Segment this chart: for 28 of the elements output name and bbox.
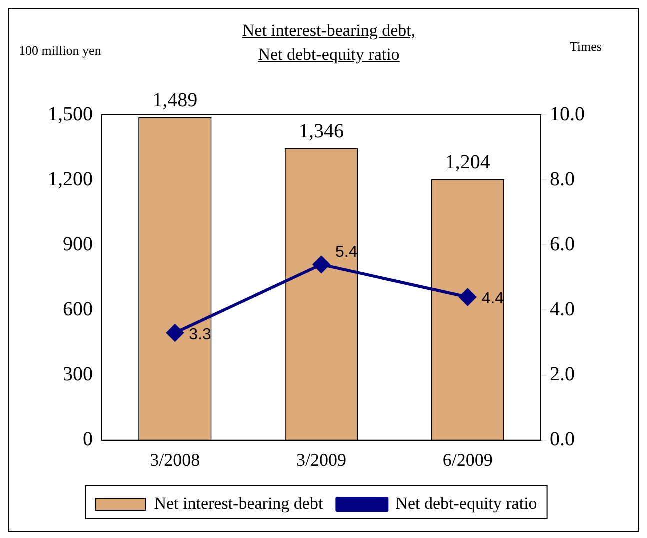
y-tick-label: 900	[63, 233, 93, 256]
point	[459, 288, 476, 306]
point	[166, 324, 184, 342]
y2-tick-label: 0.0	[550, 428, 575, 451]
y2-tick-label: 2.0	[550, 364, 575, 386]
x-tick-label: 6/2009	[442, 450, 493, 470]
y2-tick-label: 8.0	[550, 168, 575, 190]
data-label: 1,346	[299, 120, 344, 143]
x-tick-label: 3/2009	[296, 450, 347, 470]
legend-label: Net interest-bearing debt	[154, 494, 324, 513]
data-label: 3.3	[189, 326, 212, 344]
data-label: 1,204	[445, 151, 490, 174]
data-label: 4.4	[482, 290, 504, 308]
y-axis-title: 100 million yen	[19, 43, 102, 59]
point	[313, 256, 330, 274]
legend-label: Net debt-equity ratio	[396, 494, 538, 513]
data-label: 1,489	[152, 90, 198, 112]
chart-title: Net interest-bearing debt, Net debt-equity ratio	[242, 21, 416, 64]
y-tick-label: 600	[63, 298, 93, 320]
y-tick-label: 0	[83, 428, 93, 451]
y2-tick-label: 6.0	[550, 233, 575, 256]
y-tick-label: 1,500	[48, 103, 93, 126]
y2-axis-title: Times	[570, 39, 602, 55]
y-tick-label: 300	[63, 364, 93, 386]
x-tick-label: 3/2008	[150, 450, 200, 470]
y2-tick-label: 10.0	[550, 103, 585, 126]
y-tick-label: 1,200	[48, 168, 93, 190]
y2-tick-label: 4.0	[550, 298, 575, 320]
